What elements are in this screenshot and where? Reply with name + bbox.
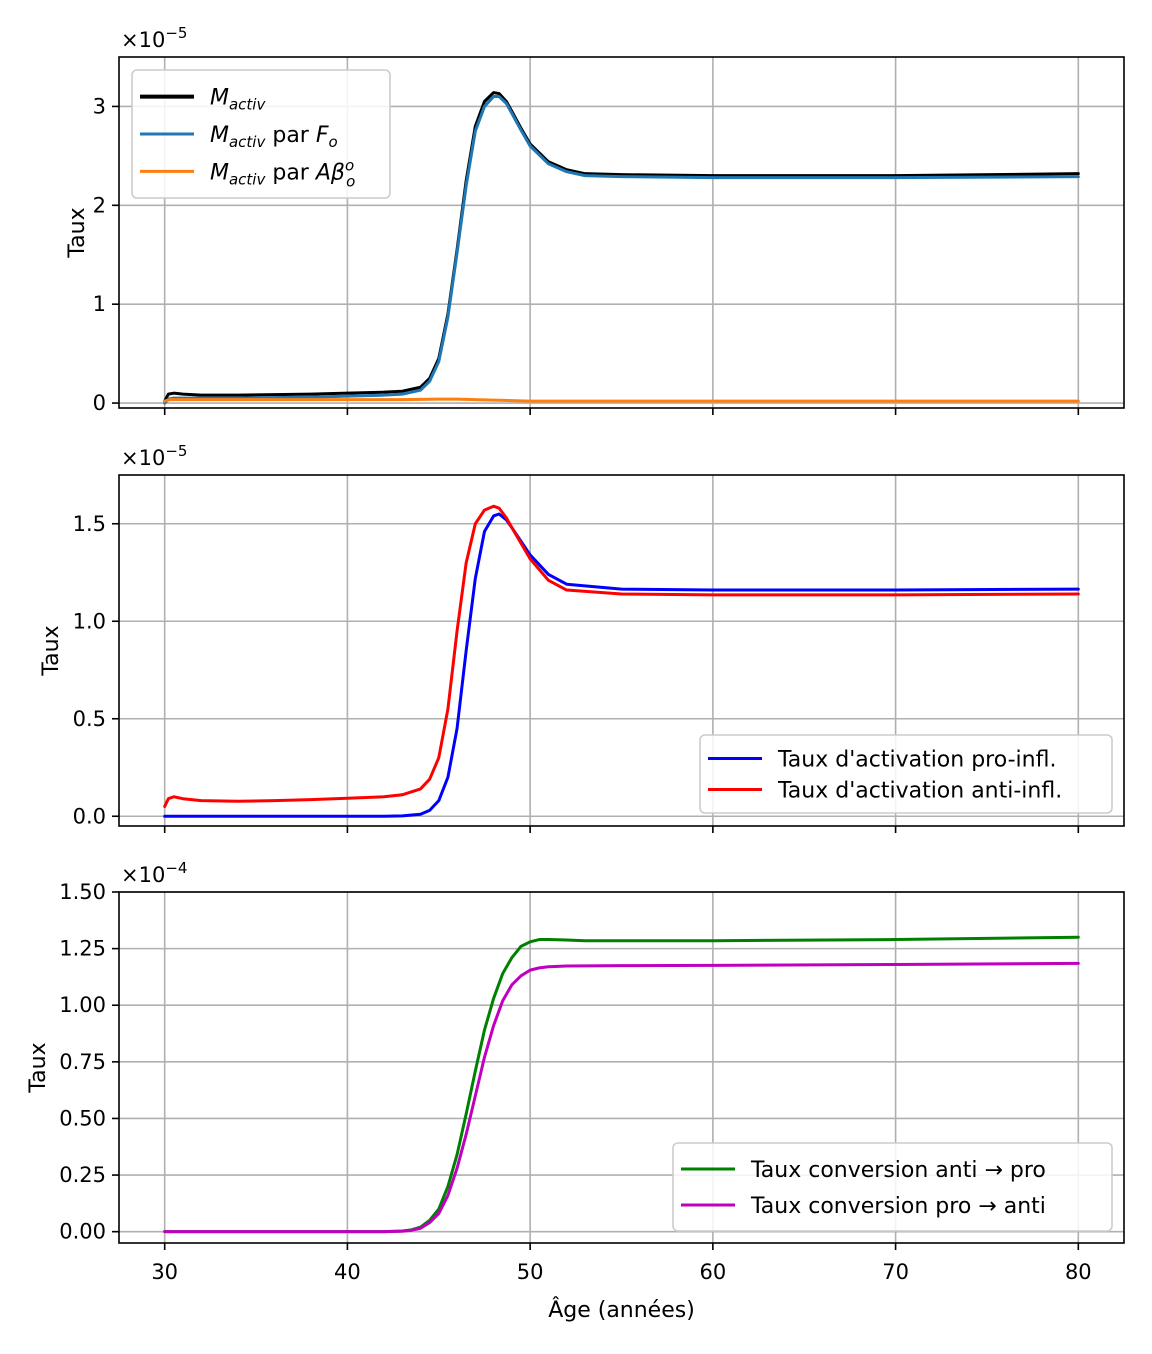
- y-tick-label: 1.0: [73, 609, 106, 633]
- y-tick-label: 0.50: [59, 1106, 106, 1130]
- series-line-2: [163, 504, 1080, 808]
- series-lines: [163, 935, 1080, 1234]
- series-line-3: [163, 397, 1080, 403]
- x-tick-label: 60: [699, 1260, 726, 1284]
- y-tick-label: 1.00: [59, 993, 106, 1017]
- y-tick-label: 0.0: [73, 804, 106, 828]
- axis-multiplier: ×10−5: [121, 442, 187, 470]
- legend-label: Taux conversion pro → anti: [750, 1194, 1046, 1219]
- panel-top: 0 1 2 3 ×10−5 Taux Mactiv Mactiv par Fo Mactiv p…: [65, 24, 1125, 415]
- legend-label: Taux d'activation pro-infl.: [777, 748, 1056, 773]
- axes-frame: [118, 56, 1125, 409]
- legend-label: Taux d'activation anti-infl.: [777, 779, 1062, 804]
- grid: [119, 57, 1124, 408]
- series-line-1: [163, 512, 1080, 818]
- legend-label: Mactiv par Aβo o: [210, 156, 355, 190]
- y-tick-label: 0.25: [59, 1163, 106, 1187]
- legend: Taux d'activation pro-infl. Taux d'activa…: [699, 734, 1113, 814]
- series-line-2: [163, 95, 1080, 405]
- series-lines: [163, 504, 1080, 818]
- panel-middle: 0.0 0.5 1.0 1.5 ×10−5 Taux Taux d'activation p…: [39, 442, 1125, 833]
- x-tick-label: 50: [517, 1260, 544, 1284]
- y-axis-label: Taux: [39, 625, 64, 676]
- x-tick-label: 80: [1065, 1260, 1092, 1284]
- series-lines: [163, 91, 1080, 405]
- x-tick-label: 40: [334, 1260, 361, 1284]
- legend-box: [699, 734, 1113, 814]
- y-axis-label: Taux: [65, 207, 90, 258]
- x-tick-label: 30: [151, 1260, 178, 1284]
- y-tick-label: 1: [93, 292, 106, 316]
- axis-multiplier: ×10−5: [121, 24, 187, 52]
- y-tick-label: 0.5: [73, 707, 106, 731]
- y-tick-label: 1.25: [59, 937, 106, 961]
- y-tick-label: 1.50: [59, 880, 106, 904]
- y-tick-label: 0.00: [59, 1220, 106, 1244]
- axes-frame: [118, 891, 1125, 1244]
- legend-label: Mactiv: [210, 86, 266, 114]
- legend: Mactiv Mactiv par Fo Mactiv par Aβo o: [131, 69, 391, 199]
- series-line-2: [163, 961, 1080, 1234]
- legend: Taux conversion anti → pro Taux conversio…: [672, 1142, 1113, 1232]
- legend-box: [672, 1142, 1113, 1232]
- panel-bottom: 30 40 50 60 70 80 0.00 0.25 0.50 0.75 1.00 1.25 1.50…: [26, 859, 1125, 1323]
- y-tick-label: 0: [93, 391, 106, 415]
- legend-label: Taux conversion anti → pro: [750, 1158, 1046, 1183]
- legend-box: [131, 69, 391, 199]
- y-tick-label: 1.5: [73, 512, 106, 536]
- y-tick-label: 2: [93, 193, 106, 217]
- axis-multiplier: ×10−4: [121, 859, 187, 887]
- y-tick-label: 0.75: [59, 1050, 106, 1074]
- y-tick-label: 3: [93, 94, 106, 118]
- axes-frame: [118, 474, 1125, 827]
- x-axis-label: Âge (années): [548, 1297, 695, 1323]
- legend-label: Mactiv par Fo: [210, 123, 338, 151]
- y-axis-label: Taux: [26, 1042, 51, 1093]
- x-tick-label: 70: [882, 1260, 909, 1284]
